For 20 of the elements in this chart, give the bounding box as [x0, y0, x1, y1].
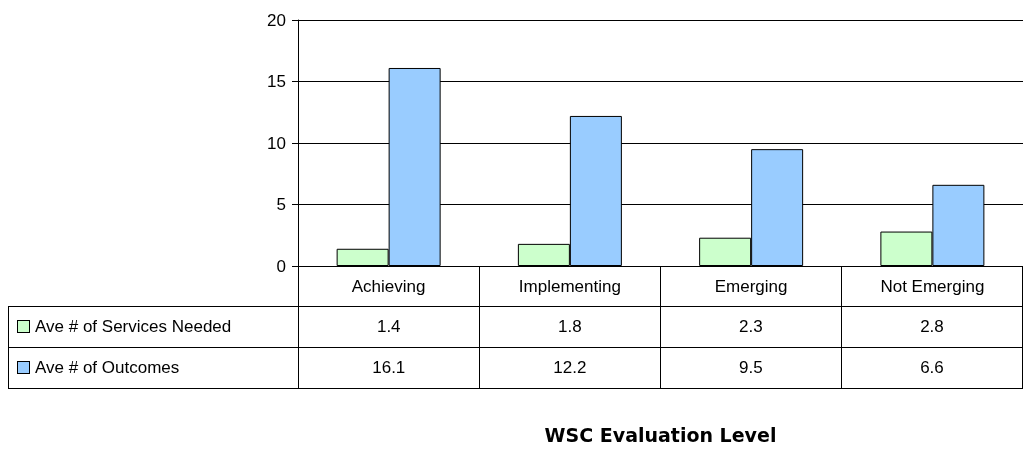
x-tick-label: Not Emerging: [880, 277, 985, 296]
y-tick-label: 15: [267, 72, 286, 91]
y-tick-label: 0: [276, 256, 286, 276]
data-label: 2.3: [660, 306, 842, 348]
x-tick-label: Emerging: [714, 277, 788, 296]
data-label: 2.8: [841, 306, 1023, 348]
x-tick-label: Achieving: [351, 277, 426, 296]
data-label: 6.6: [841, 347, 1023, 389]
data-label: 1.8: [479, 306, 661, 348]
legend-label: Ave # of Services Needed: [8, 306, 299, 348]
y-tick-label: 20: [267, 10, 286, 30]
y-tick-label: 5: [276, 195, 286, 214]
data-label: 9.5: [660, 347, 842, 389]
x-tick-label: Implementing: [518, 277, 621, 296]
legend-label: Ave # of Outcomes: [8, 347, 299, 389]
data-label: 1.4: [298, 306, 480, 348]
text: WSC Evaluation Level: [543, 424, 778, 446]
data-label: 16.1: [298, 347, 480, 389]
y-tick-label: 10: [267, 133, 286, 153]
data-label: 12.2: [479, 347, 661, 389]
